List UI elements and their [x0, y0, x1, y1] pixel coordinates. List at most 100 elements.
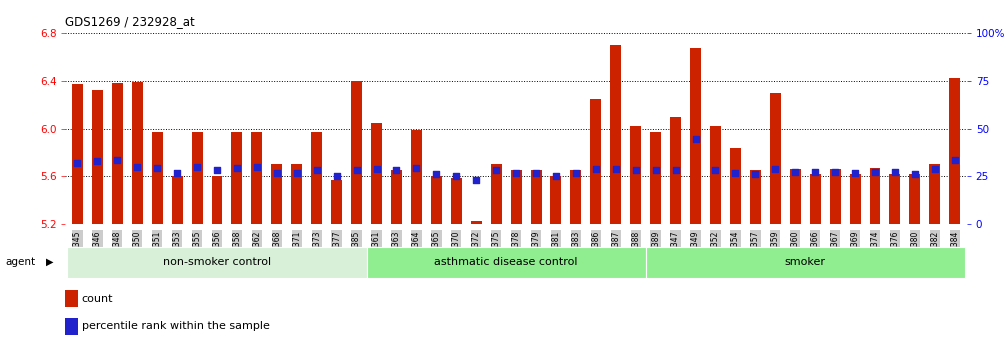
- Bar: [730, 148, 741, 224]
- Point: [827, 169, 843, 174]
- Point: [608, 166, 624, 172]
- Bar: [191, 132, 202, 224]
- Point: [847, 170, 863, 176]
- Bar: [651, 132, 662, 224]
- Bar: [211, 176, 223, 224]
- Bar: [411, 130, 422, 224]
- Point: [369, 166, 385, 172]
- Bar: [71, 84, 83, 224]
- Bar: [65, 318, 78, 335]
- Point: [69, 160, 86, 166]
- Point: [548, 174, 564, 179]
- Bar: [511, 170, 522, 224]
- Point: [348, 168, 365, 173]
- Point: [208, 168, 225, 173]
- Text: non-smoker control: non-smoker control: [163, 257, 271, 267]
- Bar: [830, 169, 841, 224]
- Bar: [371, 122, 382, 224]
- Point: [269, 170, 285, 176]
- Bar: [351, 81, 363, 224]
- Bar: [750, 170, 761, 224]
- Bar: [271, 165, 282, 224]
- Text: agent: agent: [5, 257, 35, 267]
- Text: asthmatic disease control: asthmatic disease control: [434, 257, 578, 267]
- Text: count: count: [82, 294, 113, 304]
- Bar: [490, 165, 501, 224]
- Bar: [171, 176, 182, 224]
- Bar: [132, 82, 143, 224]
- Point: [688, 137, 704, 142]
- Bar: [431, 176, 442, 224]
- Point: [907, 171, 923, 177]
- Text: smoker: smoker: [784, 257, 826, 267]
- Bar: [391, 170, 402, 224]
- Bar: [869, 168, 880, 224]
- Point: [289, 170, 305, 176]
- Point: [149, 165, 165, 171]
- Point: [627, 168, 643, 173]
- Point: [648, 168, 664, 173]
- Point: [568, 170, 584, 176]
- Bar: [789, 169, 801, 224]
- Bar: [630, 126, 641, 224]
- Text: percentile rank within the sample: percentile rank within the sample: [82, 322, 270, 331]
- Bar: [291, 165, 302, 224]
- Point: [588, 166, 604, 172]
- Bar: [367, 247, 645, 278]
- Point: [229, 165, 245, 171]
- Bar: [670, 117, 681, 224]
- Bar: [331, 180, 342, 224]
- Bar: [232, 132, 243, 224]
- Bar: [610, 45, 621, 224]
- Bar: [92, 90, 103, 224]
- Bar: [470, 221, 481, 224]
- Point: [808, 169, 824, 174]
- Bar: [850, 174, 861, 224]
- Bar: [252, 132, 263, 224]
- Bar: [769, 92, 780, 224]
- Bar: [451, 178, 462, 224]
- Point: [668, 168, 684, 173]
- Point: [90, 158, 106, 164]
- Point: [428, 171, 444, 177]
- Point: [767, 166, 783, 172]
- Bar: [311, 132, 322, 224]
- Point: [926, 166, 943, 172]
- Point: [508, 170, 524, 176]
- Point: [129, 164, 145, 170]
- Point: [389, 168, 405, 173]
- Point: [528, 170, 544, 176]
- Point: [189, 164, 205, 170]
- Point: [887, 169, 903, 174]
- Point: [747, 171, 763, 177]
- Bar: [690, 48, 701, 224]
- Bar: [929, 165, 941, 224]
- Bar: [551, 176, 562, 224]
- Point: [488, 168, 505, 173]
- Point: [727, 170, 743, 176]
- Point: [787, 169, 804, 174]
- Bar: [152, 132, 163, 224]
- Bar: [112, 83, 123, 224]
- Bar: [531, 170, 542, 224]
- Point: [308, 168, 324, 173]
- Point: [468, 177, 484, 183]
- Point: [448, 174, 464, 179]
- Text: GDS1269 / 232928_at: GDS1269 / 232928_at: [65, 16, 195, 29]
- Bar: [810, 174, 821, 224]
- Bar: [889, 174, 900, 224]
- Point: [328, 174, 344, 179]
- Text: ▶: ▶: [46, 257, 53, 267]
- Point: [947, 157, 963, 162]
- Bar: [710, 126, 721, 224]
- Bar: [570, 170, 581, 224]
- Bar: [909, 174, 920, 224]
- Point: [169, 170, 185, 176]
- Point: [249, 164, 265, 170]
- Bar: [65, 290, 78, 307]
- Point: [408, 165, 424, 171]
- Point: [867, 169, 883, 174]
- Bar: [590, 99, 601, 224]
- Bar: [645, 247, 965, 278]
- Point: [708, 168, 724, 173]
